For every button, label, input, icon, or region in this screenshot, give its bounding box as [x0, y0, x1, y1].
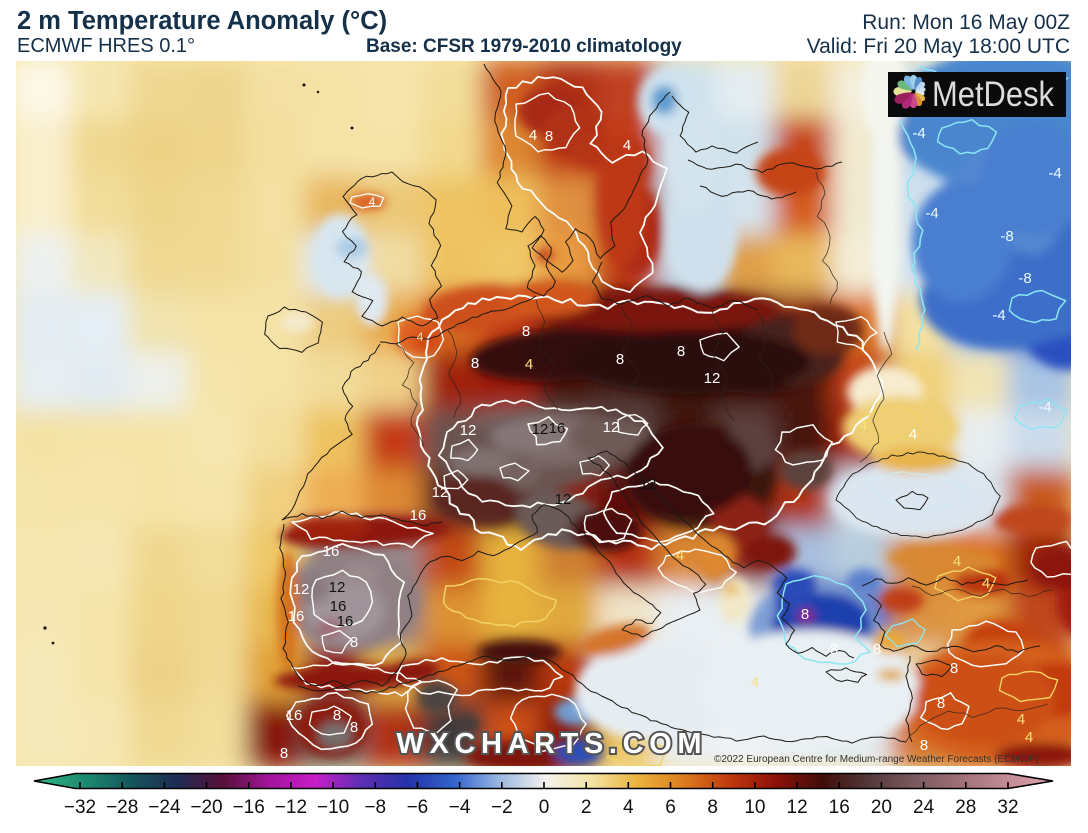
svg-text:20: 20: [871, 797, 892, 818]
svg-text:16: 16: [549, 420, 566, 437]
svg-text:−6: −6: [407, 797, 429, 818]
svg-text:−32: −32: [64, 797, 96, 818]
svg-text:-4: -4: [1038, 399, 1051, 416]
svg-text:4: 4: [676, 547, 684, 564]
svg-text:12: 12: [293, 581, 310, 598]
svg-text:8: 8: [920, 737, 928, 754]
svg-text:-4: -4: [992, 307, 1005, 324]
svg-text:4: 4: [525, 356, 533, 373]
svg-text:8: 8: [677, 343, 685, 360]
svg-text:8: 8: [471, 355, 479, 372]
svg-text:8: 8: [333, 707, 341, 724]
svg-text:−2: −2: [491, 797, 513, 818]
svg-text:24: 24: [913, 797, 935, 818]
svg-text:16: 16: [330, 598, 347, 615]
svg-text:0: 0: [539, 797, 550, 818]
svg-text:−10: −10: [317, 797, 349, 818]
svg-text:−16: −16: [233, 797, 265, 818]
svg-text:4: 4: [751, 674, 759, 691]
svg-text:12: 12: [603, 419, 620, 436]
svg-text:12: 12: [704, 370, 721, 387]
svg-text:16: 16: [829, 797, 850, 818]
svg-text:8: 8: [950, 660, 958, 677]
svg-text:8: 8: [873, 641, 881, 658]
svg-text:4: 4: [1025, 729, 1033, 746]
svg-text:4: 4: [953, 553, 961, 570]
svg-text:4: 4: [417, 330, 424, 344]
svg-text:8: 8: [830, 641, 838, 658]
svg-text:16: 16: [337, 613, 354, 630]
svg-text:8: 8: [545, 128, 553, 145]
svg-text:12: 12: [555, 491, 572, 508]
svg-text:-8: -8: [1000, 228, 1013, 245]
svg-text:−28: −28: [106, 797, 138, 818]
svg-text:12: 12: [460, 422, 477, 439]
svg-text:−4: −4: [449, 797, 471, 818]
svg-text:-4: -4: [1048, 165, 1061, 182]
svg-text:4: 4: [1017, 711, 1025, 728]
svg-text:−12: −12: [275, 797, 307, 818]
svg-text:-4: -4: [925, 205, 938, 222]
svg-text:16: 16: [288, 608, 305, 625]
svg-text:8: 8: [707, 797, 718, 818]
svg-text:8: 8: [350, 634, 358, 651]
svg-text:16: 16: [286, 707, 303, 724]
svg-text:8: 8: [616, 351, 624, 368]
svg-text:−24: −24: [148, 797, 181, 818]
svg-text:-4: -4: [912, 125, 925, 142]
svg-text:8: 8: [522, 323, 530, 340]
svg-text:8: 8: [937, 695, 945, 712]
svg-text:4: 4: [859, 417, 867, 434]
svg-text:−20: −20: [190, 797, 222, 818]
svg-text:16: 16: [410, 507, 427, 524]
svg-text:12: 12: [532, 421, 549, 438]
svg-text:4: 4: [623, 137, 631, 154]
svg-text:4: 4: [529, 127, 537, 144]
svg-text:4: 4: [909, 426, 917, 443]
svg-text:WXCHARTS.COM: WXCHARTS.COM: [397, 728, 702, 760]
svg-text:4: 4: [623, 797, 634, 818]
svg-text:6: 6: [665, 797, 676, 818]
svg-text:8: 8: [350, 719, 358, 736]
svg-text:12: 12: [787, 797, 808, 818]
svg-text:-8: -8: [1018, 270, 1031, 287]
svg-text:4: 4: [369, 195, 376, 209]
svg-text:32: 32: [997, 797, 1018, 818]
svg-text:8: 8: [801, 606, 809, 623]
svg-text:8: 8: [280, 745, 288, 762]
svg-text:10: 10: [744, 797, 765, 818]
svg-text:2: 2: [581, 797, 592, 818]
svg-text:28: 28: [955, 797, 976, 818]
svg-text:−8: −8: [364, 797, 386, 818]
svg-text:12: 12: [329, 579, 346, 596]
svg-text:4: 4: [982, 575, 990, 592]
svg-text:MetDesk: MetDesk: [932, 75, 1054, 114]
svg-text:12: 12: [432, 484, 449, 501]
svg-text:16: 16: [323, 543, 340, 560]
svg-text:12: 12: [640, 476, 657, 493]
